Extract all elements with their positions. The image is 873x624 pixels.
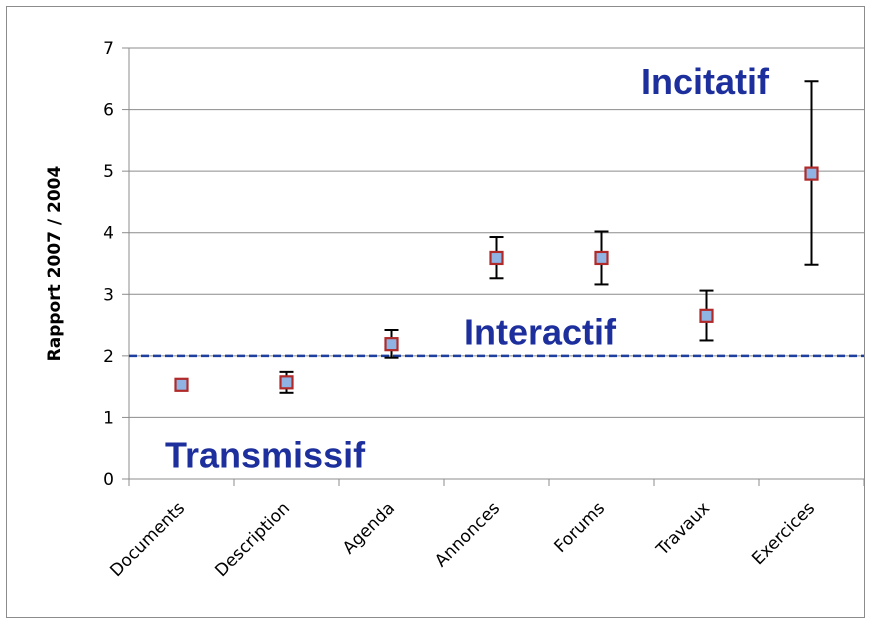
y-tick-label: 3: [103, 285, 114, 305]
data-points: [174, 166, 819, 392]
annotation-text: Interactif: [464, 311, 617, 352]
chart-svg: 0 1 2 3 4 5 6 7 Documents Description Agenda Annon…: [45, 39, 864, 581]
data-point: [174, 377, 189, 392]
data-point: [699, 308, 714, 323]
x-tick-label: Agenda: [339, 498, 399, 558]
y-tick-label: 4: [103, 224, 114, 244]
x-tick-labels: Documents Description Agenda Annonces Forums…: [106, 498, 819, 581]
y-tick-label: 0: [103, 470, 114, 490]
y-tick-label: 6: [103, 101, 114, 121]
x-tick-label: Documents: [106, 498, 189, 581]
y-tick-label: 7: [103, 39, 114, 59]
annotation-text: Incitatif: [641, 61, 770, 102]
annotation-text: Transmissif: [165, 435, 366, 476]
x-tick-label: Annonces: [431, 498, 504, 571]
y-tick-label: 2: [103, 347, 114, 367]
axes: [122, 47, 864, 486]
data-point: [384, 337, 399, 352]
x-tick-label: Description: [211, 498, 294, 581]
data-point: [489, 250, 504, 266]
annotations: Incitatif Interactif Transmissif: [165, 61, 770, 476]
x-tick-label: Travaux: [652, 498, 714, 560]
x-tick-label: Forums: [551, 498, 610, 557]
y-axis-label: Rapport 2007 / 2004: [45, 165, 65, 361]
y-tick-labels: 0 1 2 3 4 5 6 7: [103, 39, 114, 490]
data-point: [594, 250, 609, 266]
error-bars: [279, 80, 819, 394]
chart-frame: 0 1 2 3 4 5 6 7 Documents Description Agenda Annon…: [6, 6, 865, 618]
x-tick-label: Exercices: [748, 498, 819, 569]
data-point: [804, 166, 819, 181]
y-tick-label: 1: [103, 408, 114, 428]
y-tick-label: 5: [103, 162, 114, 182]
data-point: [279, 375, 294, 390]
grid-lines: [129, 47, 864, 418]
